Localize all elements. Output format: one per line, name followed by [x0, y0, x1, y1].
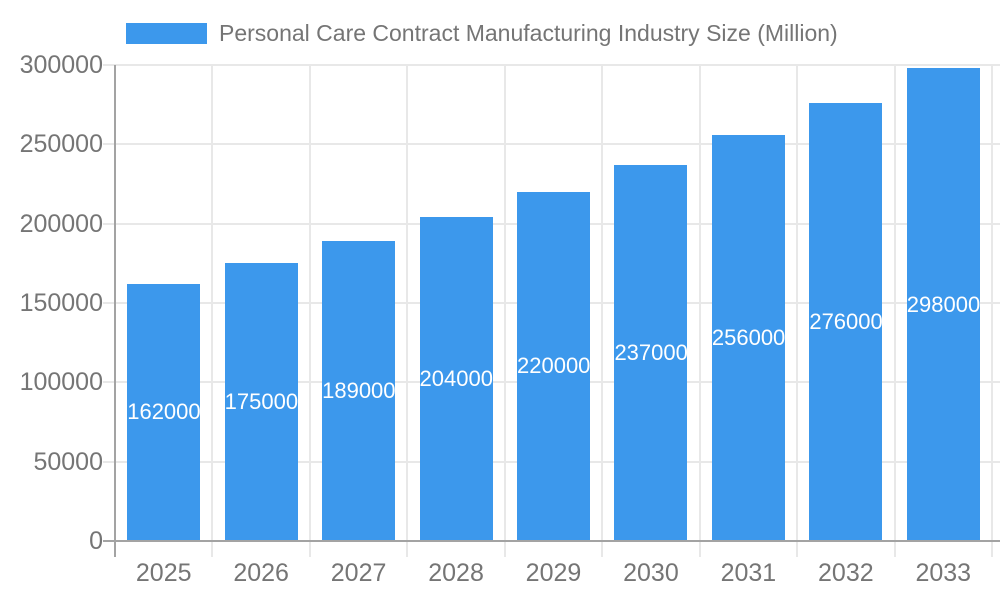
bar-value-label: 298000 — [906, 291, 980, 317]
bar-value-label: 204000 — [419, 366, 493, 392]
y-axis-label: 50000 — [33, 447, 103, 476]
x-axis-label: 2030 — [623, 559, 679, 587]
bar: 189000 — [322, 241, 396, 541]
category-gridline — [308, 65, 311, 557]
bar: 298000 — [906, 68, 980, 541]
x-axis-line — [103, 540, 1000, 542]
y-axis-label: 200000 — [19, 209, 103, 238]
y-gridline — [103, 143, 1000, 146]
legend: Personal Care Contract Manufacturing Ind… — [126, 20, 838, 47]
y-gridline — [103, 64, 1000, 66]
y-axis-line — [114, 65, 116, 557]
x-axis-label: 2032 — [818, 559, 874, 587]
bar-value-label: 189000 — [322, 378, 396, 404]
category-gridline — [991, 65, 993, 557]
bar: 220000 — [517, 191, 590, 541]
x-axis-label: 2029 — [525, 559, 582, 587]
x-axis-label: 2028 — [428, 559, 484, 587]
category-gridline — [503, 65, 506, 557]
x-axis-label: 2027 — [330, 559, 387, 587]
category-gridline — [211, 65, 214, 557]
bar-value-label: 175000 — [224, 389, 298, 415]
x-axis-label: 2026 — [233, 559, 289, 587]
x-axis-label: 2033 — [915, 559, 972, 587]
bar: 204000 — [419, 217, 493, 541]
category-gridline — [796, 65, 799, 557]
y-axis-label: 300000 — [19, 51, 103, 79]
bar: 276000 — [809, 103, 883, 541]
x-axis-label: 2031 — [720, 559, 777, 587]
category-gridline — [406, 65, 409, 557]
bar-value-label: 220000 — [517, 353, 590, 379]
bar: 256000 — [711, 134, 785, 541]
bar-value-label: 162000 — [127, 399, 201, 425]
category-gridline — [698, 65, 701, 557]
category-gridline — [893, 65, 896, 557]
bar-value-label: 256000 — [711, 324, 785, 350]
bar: 162000 — [127, 283, 201, 541]
legend-swatch — [126, 23, 207, 44]
bar: 237000 — [614, 164, 688, 541]
y-axis-label: 150000 — [19, 289, 103, 317]
bar: 175000 — [224, 263, 298, 541]
y-axis-label: 250000 — [19, 130, 103, 159]
y-axis-label: 0 — [89, 527, 103, 555]
chart-title: Personal Care Contract Manufacturing Ind… — [219, 20, 838, 46]
y-axis-label: 100000 — [19, 368, 103, 397]
category-gridline — [601, 65, 604, 557]
bar-value-label: 237000 — [614, 339, 688, 365]
bar-value-label: 276000 — [809, 309, 883, 335]
x-axis-label: 2025 — [135, 559, 192, 587]
